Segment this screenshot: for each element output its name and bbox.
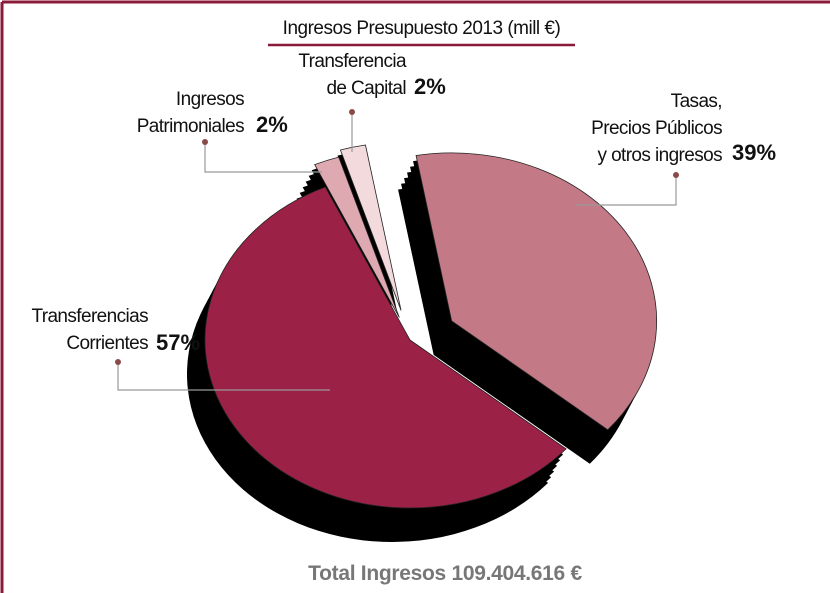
- slice: [415, 152, 658, 431]
- leader-dot: [115, 359, 121, 365]
- leader-dot: [202, 139, 208, 145]
- leader-dots: [115, 109, 679, 365]
- value-label: 57%: [156, 330, 201, 355]
- value-label: 39%: [732, 140, 777, 165]
- slice: [204, 186, 567, 509]
- leader-line: [575, 175, 677, 206]
- total: Total Ingresos 109.404.616 €: [308, 562, 582, 585]
- slice: [339, 144, 402, 311]
- pie: [187, 144, 658, 543]
- leader-dot: [349, 109, 355, 115]
- slice-label: Transferencias Corrientes: [31, 306, 148, 354]
- leader-dot: [673, 172, 679, 178]
- leader-line: [117, 362, 330, 391]
- chart-title: Ingresos Presupuesto 2013 (mill €): [282, 18, 561, 39]
- value-label: 2%: [414, 74, 446, 99]
- value-label: 2%: [256, 112, 288, 137]
- leaders: [117, 112, 677, 391]
- slice: [314, 156, 400, 318]
- slice-label: Transferencia de Capital: [298, 51, 406, 99]
- slice-label: Tasas, Precios Públicos y otros ingresos: [591, 91, 722, 166]
- slice-label: Ingresos Patrimoniales: [136, 89, 245, 137]
- leader-line: [204, 142, 322, 173]
